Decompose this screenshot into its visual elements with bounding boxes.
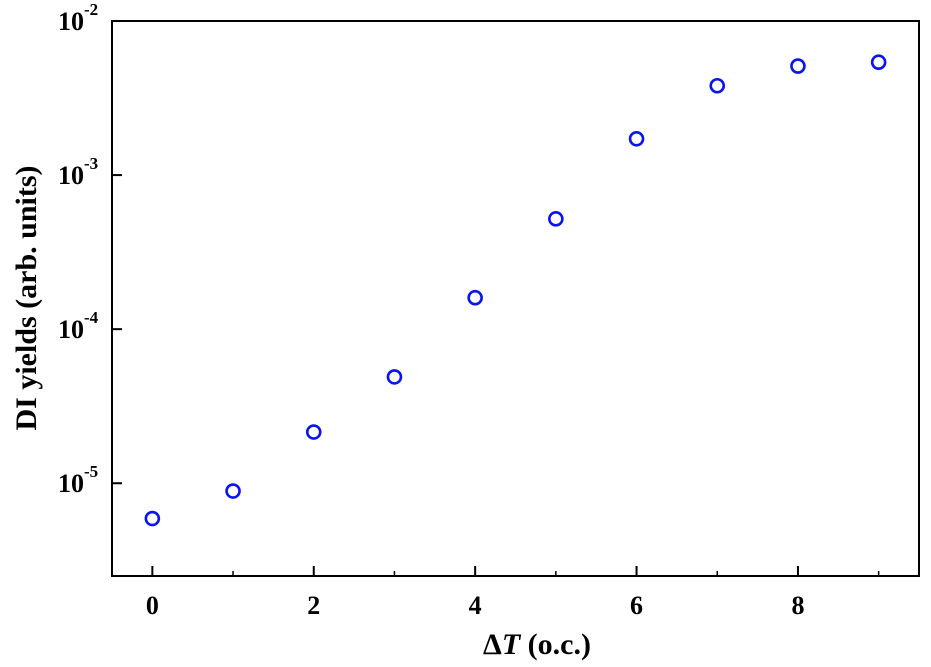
y-axis-title: DI yields (arb. units) [10, 165, 43, 430]
y-axis-ticks: 10-510-410-310-2 [58, 0, 122, 498]
x-tick-label: 8 [791, 591, 804, 620]
data-point [790, 58, 806, 74]
y-tick-label-base: 10 [58, 469, 84, 498]
data-point [225, 483, 241, 499]
x-axis-ticks: 0 2 4 6 8 [146, 566, 880, 620]
y-tick-label-exponent: -2 [84, 0, 98, 19]
y-tick-label-exponent: -5 [84, 462, 98, 481]
y-tick-label-exponent: -4 [84, 308, 99, 327]
x-axis-title-suffix: (o.c.) [520, 628, 591, 661]
y-tick-label-base: 10 [58, 315, 84, 344]
data-point [467, 289, 483, 306]
data-points [144, 54, 887, 527]
data-point [628, 130, 645, 147]
plot-area-border [111, 20, 920, 577]
x-axis-title-prefix: Δ [483, 628, 502, 661]
data-point [144, 510, 161, 527]
x-axis-title: ΔT (o.c.) [483, 628, 591, 661]
plot-frame [111, 20, 920, 577]
y-tick-label-base: 10 [58, 161, 84, 190]
x-tick-label: 4 [469, 591, 482, 620]
x-tick-label: 2 [307, 591, 320, 620]
data-point [548, 211, 564, 227]
y-tick-label-base: 10 [58, 7, 84, 36]
y-tick-label-exponent: -3 [84, 154, 98, 173]
data-point [305, 424, 322, 440]
data-point [870, 54, 887, 71]
x-tick-label: 0 [146, 591, 159, 620]
x-axis-title-variable: T [502, 628, 522, 661]
x-tick-label: 6 [630, 591, 643, 620]
data-point [709, 77, 726, 94]
data-point [386, 369, 403, 385]
